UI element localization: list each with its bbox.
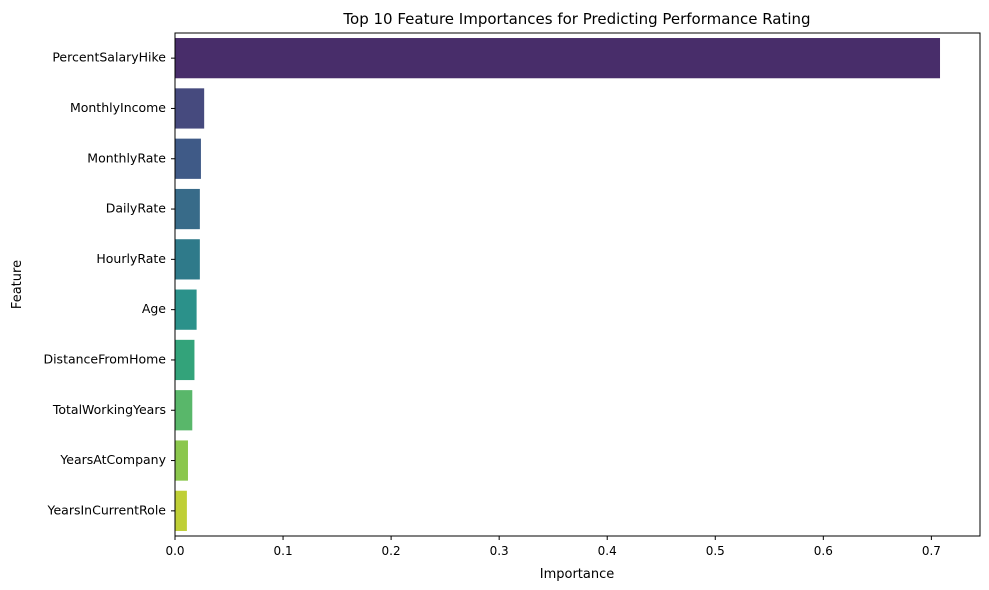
x-axis-ticks: 0.0 0.1 0.2 0.3 0.4 0.5 0.6 0.7 (165, 536, 941, 558)
category-label: PercentSalaryHike (52, 50, 166, 65)
bar (175, 138, 201, 179)
bar (175, 239, 200, 280)
category-label: MonthlyIncome (70, 100, 166, 115)
chart-title: Top 10 Feature Importances for Predictin… (342, 10, 810, 28)
category-label: DailyRate (106, 201, 167, 216)
x-tick-label: 0.7 (922, 544, 941, 558)
x-tick-label: 0.4 (598, 544, 617, 558)
bar (175, 289, 197, 330)
bars-group (175, 38, 941, 531)
category-labels: PercentSalaryHike MonthlyIncome MonthlyRat… (43, 50, 175, 517)
bar (175, 339, 195, 381)
x-tick-label: 0.2 (382, 544, 401, 558)
x-axis-label: Importance (540, 567, 615, 582)
category-label: Age (142, 301, 166, 316)
x-tick-label: 0.3 (490, 544, 509, 558)
category-label: HourlyRate (96, 251, 166, 266)
y-axis-label: Feature (10, 260, 25, 309)
x-tick-label: 0.1 (274, 544, 293, 558)
category-label: TotalWorkingYears (52, 402, 166, 417)
x-tick-label: 0.0 (165, 544, 184, 558)
bar (175, 188, 200, 230)
category-label: YearsInCurrentRole (47, 502, 167, 517)
bar (175, 490, 187, 531)
bar (175, 38, 941, 79)
bar (175, 390, 193, 431)
category-label: DistanceFromHome (43, 351, 166, 366)
bar (175, 440, 188, 481)
bar (175, 88, 205, 129)
x-tick-label: 0.6 (814, 544, 833, 558)
category-label: YearsAtCompany (59, 452, 166, 467)
plot-frame (174, 32, 981, 537)
category-label: MonthlyRate (87, 150, 166, 165)
x-tick-label: 0.5 (706, 544, 725, 558)
